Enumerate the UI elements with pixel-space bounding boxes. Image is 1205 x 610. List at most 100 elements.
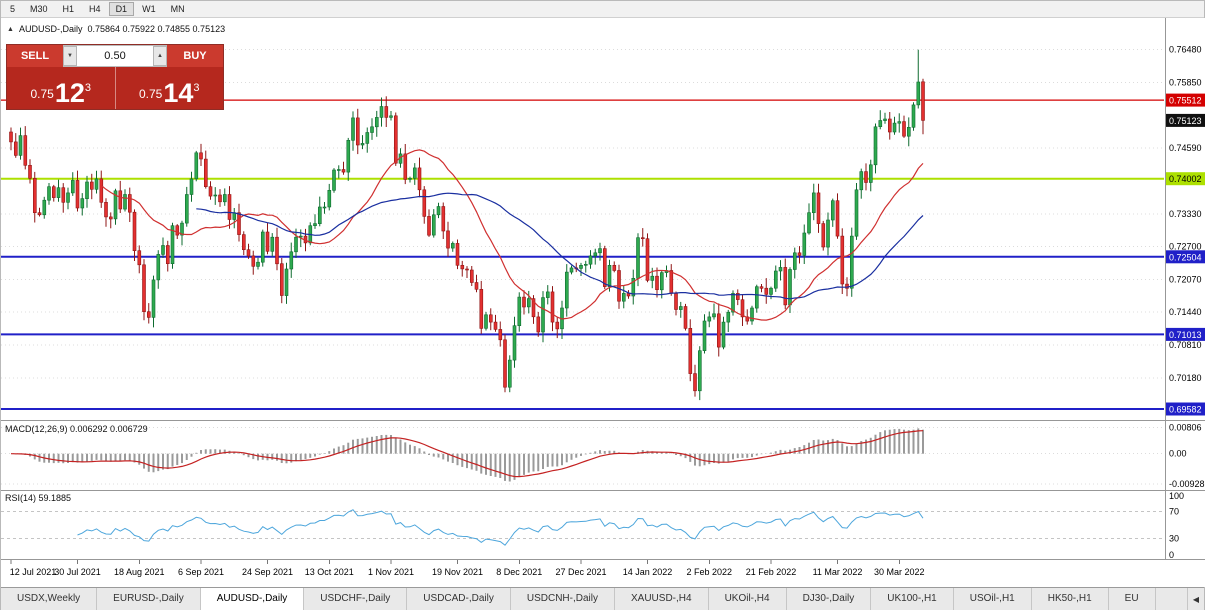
svg-text:0.70810: 0.70810 xyxy=(1169,340,1202,350)
chart-area: ▲ AUDUSD-,Daily 0.75864 0.75922 0.74855 … xyxy=(1,18,1205,587)
svg-text:1 Nov 2021: 1 Nov 2021 xyxy=(368,567,414,577)
timeframe-button-w1[interactable]: W1 xyxy=(142,4,156,14)
svg-text:2 Feb 2022: 2 Feb 2022 xyxy=(686,567,732,577)
chart-tab-usdchf-daily[interactable]: USDCHF-,Daily xyxy=(304,588,408,610)
price-scale-labels[interactable]: 0.76480 0.75850 0.74590 0.73330 0.72700 0.720… xyxy=(1169,45,1202,383)
current-price-badge: 0.75123 xyxy=(1166,113,1205,127)
svg-text:0.71013: 0.71013 xyxy=(1169,330,1202,340)
chart-tab-uk100-h1[interactable]: UK100-,H1 xyxy=(871,588,954,610)
level-price-badge-2: 0.72504 xyxy=(1166,250,1205,264)
buy-button[interactable]: BUY xyxy=(167,45,223,67)
rsi-label: RSI(14) 59.1885 xyxy=(5,493,71,503)
svg-text:14 Jan 2022: 14 Jan 2022 xyxy=(623,567,673,577)
svg-text:11 Mar 2022: 11 Mar 2022 xyxy=(813,567,863,577)
timeframe-button-m30[interactable]: M30 xyxy=(30,4,48,14)
chart-tab-ukoil-h4[interactable]: UKOil-,H4 xyxy=(708,588,787,610)
volume-decrease-button[interactable]: ▼ xyxy=(63,46,77,66)
buy-price-big: 14 xyxy=(163,78,194,108)
svg-text:18 Aug 2021: 18 Aug 2021 xyxy=(114,567,165,577)
level-price-badge-0: 0.75512 xyxy=(1166,93,1205,107)
svg-text:21 Feb 2022: 21 Feb 2022 xyxy=(746,567,797,577)
svg-text:30: 30 xyxy=(1169,534,1179,544)
svg-text:27 Dec 2021: 27 Dec 2021 xyxy=(555,567,606,577)
svg-text:19 Nov 2021: 19 Nov 2021 xyxy=(432,567,483,577)
sell-price-prefix: 0.75 xyxy=(30,87,54,101)
trade-panel-toggle-icon[interactable]: ▲ xyxy=(7,25,14,33)
timeframe-toolbar: 5 M30 H1 H4 D1 W1 MN xyxy=(1,1,1204,18)
sell-button[interactable]: SELL xyxy=(7,45,63,67)
price-chart-canvas[interactable]: 0.76480 0.75850 0.74590 0.73330 0.72700 0.720… xyxy=(1,18,1205,587)
ma-fast-line xyxy=(100,149,924,321)
sell-price-sup: 3 xyxy=(84,82,92,94)
horizontal-level-lines[interactable] xyxy=(1,99,1164,410)
svg-text:24 Sep 2021: 24 Sep 2021 xyxy=(242,567,293,577)
svg-text:12 Jul 2021: 12 Jul 2021 xyxy=(10,567,57,577)
svg-text:70: 70 xyxy=(1169,506,1179,516)
chart-tab-audusd-daily[interactable]: AUDUSD-,Daily xyxy=(200,588,305,610)
chart-tab-dj30-daily[interactable]: DJ30-,Daily xyxy=(786,588,872,610)
svg-text:0.72700: 0.72700 xyxy=(1169,242,1202,252)
chart-tab-usdcad-daily[interactable]: USDCAD-,Daily xyxy=(407,588,511,610)
chart-tab-usdx-weekly[interactable]: USDX,Weekly xyxy=(1,588,98,610)
macd-signal-line xyxy=(10,430,924,478)
svg-text:8 Dec 2021: 8 Dec 2021 xyxy=(496,567,542,577)
svg-text:6 Sep 2021: 6 Sep 2021 xyxy=(178,567,224,577)
svg-text:0.75512: 0.75512 xyxy=(1169,96,1202,106)
chart-tab-eu[interactable]: EU xyxy=(1108,588,1156,610)
svg-text:0.74590: 0.74590 xyxy=(1169,143,1202,153)
timeframe-button-5[interactable]: 5 xyxy=(10,4,16,14)
svg-text:30 Mar 2022: 30 Mar 2022 xyxy=(874,567,925,577)
svg-text:0.72070: 0.72070 xyxy=(1169,274,1202,284)
buy-price-prefix: 0.75 xyxy=(138,87,163,101)
volume-input[interactable]: 0.50 xyxy=(104,50,126,62)
buy-price-button[interactable]: 0.75 14 3 xyxy=(116,67,224,109)
rsi-pane: 100 70 30 0 RSI(14) 59.1885 xyxy=(1,491,1184,560)
svg-text:0.72504: 0.72504 xyxy=(1169,252,1202,262)
chart-tab-usoil-h1[interactable]: USOil-,H1 xyxy=(953,588,1032,610)
sell-price-button[interactable]: 0.75 12 3 xyxy=(7,67,115,109)
svg-text:30 Jul 2021: 30 Jul 2021 xyxy=(54,567,101,577)
candlesticks xyxy=(9,49,925,401)
svg-text:0.76480: 0.76480 xyxy=(1169,45,1202,55)
volume-control: ▼ 0.50 ▲ xyxy=(63,45,167,67)
ma-slow-line xyxy=(196,192,924,300)
timeframe-button-mn[interactable]: MN xyxy=(170,4,185,14)
buy-price-sup: 3 xyxy=(193,82,200,94)
svg-text:0.75850: 0.75850 xyxy=(1169,78,1202,88)
tabs-scroll-left-icon[interactable]: ◀ xyxy=(1187,588,1204,610)
svg-text:0.75123: 0.75123 xyxy=(1169,116,1202,126)
timeframe-button-h1[interactable]: H1 xyxy=(62,4,75,14)
svg-text:0.70180: 0.70180 xyxy=(1169,373,1202,383)
chart-tab-eurusd-daily[interactable]: EURUSD-,Daily xyxy=(97,588,201,610)
macd-histogram xyxy=(14,428,924,482)
volume-increase-button[interactable]: ▲ xyxy=(153,46,167,66)
macd-label: MACD(12,26,9) 0.006292 0.006729 xyxy=(5,424,148,434)
level-price-badge-1: 0.74002 xyxy=(1166,172,1205,186)
level-price-badge-4: 0.69582 xyxy=(1166,402,1205,416)
svg-text:0.00: 0.00 xyxy=(1169,449,1187,459)
pane-separators[interactable] xyxy=(1,18,1205,560)
svg-text:0: 0 xyxy=(1169,550,1174,560)
svg-text:0.73330: 0.73330 xyxy=(1169,209,1202,219)
rsi-line xyxy=(77,509,924,546)
sell-price-big: 12 xyxy=(54,78,85,108)
macd-pane: 0.00806 0.00 -0.00928 MACD(12,26,9) 0.00629… xyxy=(1,422,1205,489)
chart-tab-usdcnh-daily[interactable]: USDCNH-,Daily xyxy=(510,588,615,610)
level-price-badge-3: 0.71013 xyxy=(1166,327,1205,341)
timeframe-button-h4[interactable]: H4 xyxy=(89,4,101,14)
chart-tab-xauusd-h4[interactable]: XAUUSD-,H4 xyxy=(614,588,709,610)
chart-tab-hk50-h1[interactable]: HK50-,H1 xyxy=(1031,588,1109,610)
svg-text:13 Oct 2021: 13 Oct 2021 xyxy=(305,567,354,577)
svg-text:0.74002: 0.74002 xyxy=(1169,174,1202,184)
price-scale-badges: 0.75512 0.74002 0.72504 0.71013 0.69582 0.751… xyxy=(1166,93,1205,416)
timeframe-button-d1[interactable]: D1 xyxy=(108,2,135,16)
one-click-trading-panel: SELL ▼ 0.50 ▲ BUY 0.75 12 3 0.75 14 3 xyxy=(7,45,223,109)
svg-text:100: 100 xyxy=(1169,491,1184,501)
chart-tab-bar: USDX,Weekly EURUSD-,Daily AUDUSD-,Daily USD… xyxy=(1,587,1204,610)
svg-text:0.71440: 0.71440 xyxy=(1169,307,1202,317)
svg-text:-0.00928: -0.00928 xyxy=(1169,479,1205,489)
trade-panel-divider xyxy=(114,67,116,109)
svg-text:0.00806: 0.00806 xyxy=(1169,422,1202,432)
